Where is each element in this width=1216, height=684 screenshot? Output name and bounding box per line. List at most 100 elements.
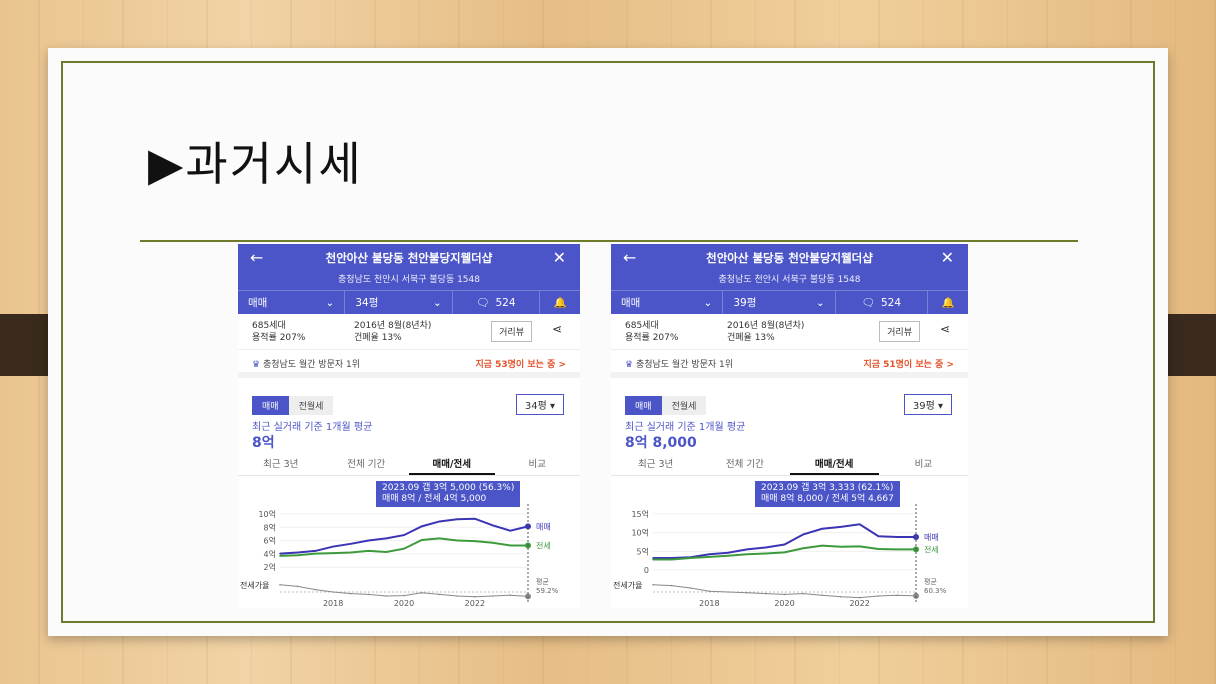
deal-type-dropdown[interactable]: 매매 ⌄: [238, 291, 346, 314]
y-tick-label: 2억: [264, 562, 276, 572]
data-point: [474, 517, 476, 520]
data-point: [385, 595, 388, 597]
tab-compare[interactable]: 비교: [528, 459, 546, 470]
size-select[interactable]: 34평 ▾: [515, 394, 564, 415]
segment-sale[interactable]: 매매: [625, 396, 662, 415]
size-dropdown[interactable]: 39평 ⌄: [723, 291, 836, 314]
data-point: [491, 595, 494, 597]
share-icon[interactable]: ⋖: [551, 322, 562, 336]
viewers-now[interactable]: 지금 51명이 보는 중 >: [863, 360, 954, 370]
data-point: [877, 548, 880, 550]
visitor-rank-bar[interactable]: ♛ 충청남도 월간 방문자 1위 지금 53명이 보는 중 >: [238, 350, 580, 378]
crown-icon: ♛: [252, 360, 263, 370]
average-label: 최근 실거래 기준 1개월 평균: [252, 422, 373, 433]
complex-title: 천안아산 불당동 천안불당지웰더샵: [325, 251, 493, 265]
segment-rent[interactable]: 전월세: [661, 396, 707, 415]
data-point: [509, 529, 512, 532]
data-point: [438, 537, 441, 540]
data-point: [350, 551, 352, 554]
chevron-down-icon: ⌄: [703, 296, 713, 309]
caret-down-icon: ▾: [549, 401, 555, 412]
size-dropdown[interactable]: 34평 ⌄: [345, 291, 453, 314]
data-point: [840, 596, 842, 598]
data-point: [746, 548, 748, 551]
data-point: [279, 555, 281, 557]
comments-count: 524: [495, 296, 516, 309]
average-value: 8억: [252, 435, 275, 451]
y-tick-label: 6억: [264, 536, 276, 546]
tab-recent-3y[interactable]: 최근 3년: [263, 459, 299, 470]
tab-all-period[interactable]: 전체 기간: [347, 459, 386, 470]
data-point: [858, 545, 861, 548]
data-point: [332, 552, 334, 554]
data-point: [367, 550, 370, 552]
complex-address: 충청남도 천안시 서북구 불당동 1548: [338, 275, 480, 285]
deal-type-dropdown[interactable]: 매매 ⌄: [611, 291, 724, 314]
viewers-now[interactable]: 지금 53명이 보는 중 >: [475, 360, 566, 370]
y-tick-label: 15억: [631, 509, 649, 519]
tab-recent-3y[interactable]: 최근 3년: [637, 459, 674, 470]
data-point: [652, 584, 654, 586]
data-point: [727, 554, 729, 557]
data-point: [296, 551, 299, 554]
data-point: [509, 544, 512, 547]
data-point: [840, 545, 842, 548]
data-point: [420, 525, 423, 528]
data-point: [877, 595, 880, 597]
y-tick-label: 0: [644, 566, 649, 575]
data-point: [403, 547, 405, 550]
chevron-down-icon: ⌄: [432, 296, 442, 309]
back-arrow-icon[interactable]: ←: [250, 248, 264, 267]
built-date: 2016년 8월(8년차): [727, 321, 805, 331]
data-point: [350, 543, 352, 545]
data-point: [438, 593, 441, 596]
sale-end-label: 매매: [924, 533, 939, 542]
data-point: [509, 594, 512, 596]
street-view-button[interactable]: 거리뷰: [491, 321, 532, 342]
data-point: [746, 553, 748, 556]
data-point: [670, 557, 673, 559]
visitor-rank-bar[interactable]: ♛ 충청남도 월간 방문자 1위 지금 51명이 보는 중 >: [611, 350, 968, 378]
back-arrow-icon[interactable]: ←: [623, 248, 637, 267]
segment-sale[interactable]: 매매: [252, 396, 289, 415]
data-point: [491, 541, 494, 544]
data-point: [689, 587, 692, 589]
data-point: [385, 551, 388, 553]
ratio-label: 전세가율: [613, 580, 642, 590]
data-point: [456, 539, 458, 542]
tooltip-prices: 매매 8억 8,000 / 전세 5억 4,667: [761, 494, 894, 504]
data-point: [896, 536, 899, 538]
data-point: [385, 537, 388, 540]
tab-sale-jeonse[interactable]: 매매/전세: [789, 454, 879, 475]
end-marker: [913, 592, 919, 599]
data-point: [783, 593, 786, 596]
ratio-end-value: 60.3%: [924, 587, 947, 595]
close-icon[interactable]: ✕: [552, 248, 566, 267]
y-tick-label: 8억: [264, 522, 276, 532]
segment-rent[interactable]: 전월세: [288, 396, 334, 415]
listing-panel-34: ← 천안아산 불당동 천안불당지웰더샵 ✕ 충청남도 천안시 서북구 불당동 1…: [238, 244, 580, 608]
close-icon[interactable]: ✕: [940, 248, 954, 267]
data-point: [802, 547, 805, 550]
data-point: [420, 539, 423, 541]
building-coverage: 건폐율 13%: [354, 333, 402, 343]
notification-button[interactable]: 🔔: [928, 291, 968, 314]
street-view-button[interactable]: 거리뷰: [879, 321, 920, 342]
series-line-2: [652, 584, 917, 599]
size-select[interactable]: 39평 ▾: [903, 394, 952, 415]
data-point: [896, 548, 899, 551]
comments-button[interactable]: 🗨 524: [836, 291, 928, 314]
data-point: [403, 534, 405, 536]
data-point: [764, 546, 767, 549]
tab-compare[interactable]: 비교: [914, 459, 933, 470]
notification-button[interactable]: 🔔: [540, 291, 580, 314]
bell-icon: 🔔: [553, 297, 567, 309]
tab-sale-jeonse[interactable]: 매매/전세: [409, 454, 495, 475]
size-label: 34평: [355, 297, 379, 309]
tab-all-period[interactable]: 전체 기간: [725, 459, 764, 470]
complex-address: 충청남도 천안시 서북구 불당동 1548: [718, 275, 861, 285]
tooltip-gap: 2023.09 갭 3억 5,000 (56.3%): [382, 483, 515, 493]
share-icon[interactable]: ⋖: [939, 322, 950, 336]
comments-button[interactable]: 🗨 524: [453, 291, 540, 314]
